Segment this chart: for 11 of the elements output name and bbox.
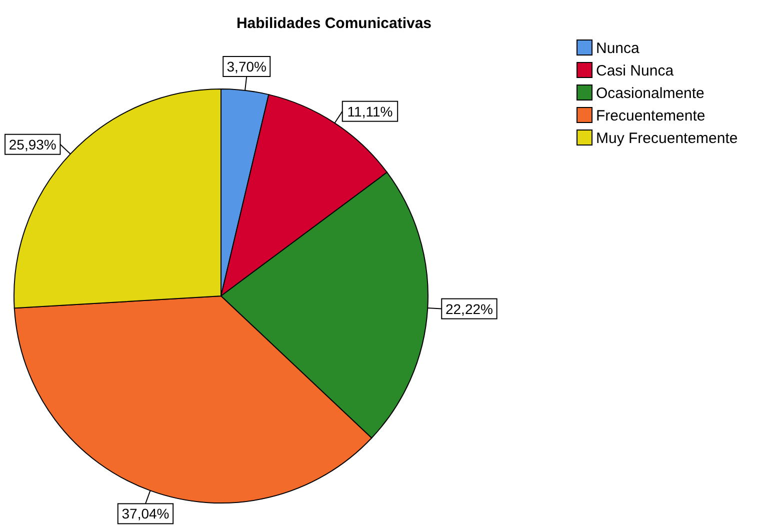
legend-label: Frecuentemente xyxy=(596,108,706,124)
data-label: 37,04% xyxy=(122,506,170,522)
data-label: 3,70% xyxy=(226,58,266,74)
data-label: 11,11% xyxy=(347,103,393,120)
data-label: 25,93% xyxy=(8,136,56,152)
legend-label: Casi Nunca xyxy=(596,62,674,80)
legend-label: Nunca xyxy=(596,40,640,57)
legend-label: Ocasionalmente xyxy=(596,85,704,102)
chart-title: Habilidades Comunicativas xyxy=(236,15,432,32)
legend-label: Muy Frecuentemente xyxy=(596,130,738,147)
data-label: 22,22% xyxy=(445,300,493,317)
